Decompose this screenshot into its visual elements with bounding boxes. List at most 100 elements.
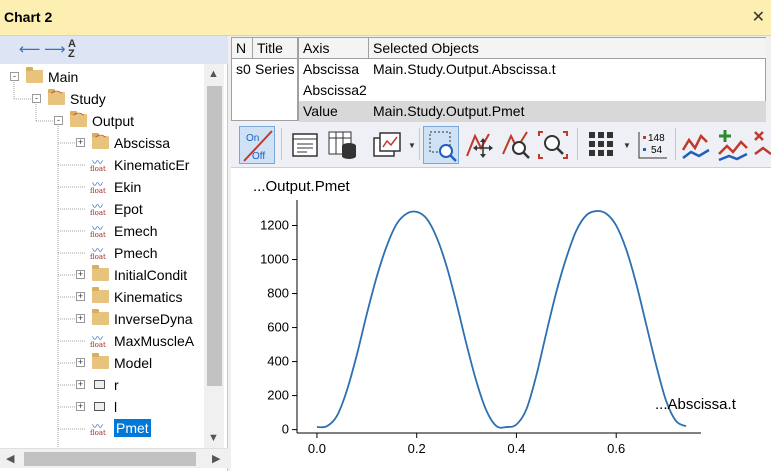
tree-node-study[interactable]: - Study <box>0 88 204 110</box>
scroll-down-icon[interactable]: ▼ <box>208 432 219 444</box>
x-tick-label: 0.2 <box>408 441 426 456</box>
scroll-left-icon[interactable]: ◀ <box>6 453 15 465</box>
scroll-up-icon[interactable]: ▲ <box>208 68 219 80</box>
close-icon[interactable]: ✕ <box>751 9 765 26</box>
remove-curve-icon[interactable] <box>751 126 771 164</box>
chevron-down-icon[interactable]: ▼ <box>408 141 416 150</box>
table-database-icon[interactable] <box>325 126 361 164</box>
expand-icon[interactable]: + <box>76 137 85 147</box>
series-cell-n[interactable]: s0 <box>236 61 251 77</box>
model-tree-pane: ⟵ ⟶ AZ -Main-Study-Output+Abscissa〰float… <box>0 36 228 471</box>
add-curve-icon[interactable] <box>715 126 751 164</box>
axis-cell-object[interactable] <box>369 80 766 101</box>
axis-cell-object[interactable]: Main.Study.Output.Pmet <box>369 101 766 122</box>
scroll-thumb[interactable] <box>207 86 222 386</box>
series-list[interactable]: N Title s0 Series <box>231 37 298 121</box>
tree-node-ekin[interactable]: 〰 float Ekin <box>0 176 204 198</box>
tree-node-label[interactable]: Ekin <box>114 179 142 195</box>
tree-node-label[interactable]: Pmech <box>114 245 158 261</box>
tree-node-r[interactable]: + r <box>0 374 204 396</box>
y-tick-label: 800 <box>267 286 289 301</box>
expand-icon[interactable]: + <box>76 379 85 389</box>
tree-node-pmech[interactable]: 〰 float Pmech <box>0 242 204 264</box>
collapse-icon[interactable]: - <box>54 116 63 125</box>
tree-node-label[interactable]: Pmet <box>114 419 151 437</box>
chart-toolbar: On Off ▼ ▼ 148 54 <box>231 122 771 168</box>
zoom-window-icon[interactable] <box>423 126 459 164</box>
model-tree[interactable]: -Main-Study-Output+Abscissa〰floatKinemat… <box>0 64 204 448</box>
axis-header-objects[interactable]: Selected Objects <box>369 38 766 59</box>
svg-text:On: On <box>246 133 259 144</box>
tree-node-inversedyna[interactable]: + InverseDyna <box>0 308 204 330</box>
on-off-toggle-icon[interactable]: On Off <box>239 126 275 164</box>
tree-node-label[interactable]: r <box>114 377 119 393</box>
tree-node-label[interactable]: Abscissa <box>114 135 171 151</box>
zoom-in-icon[interactable] <box>499 126 535 164</box>
value-labels-icon[interactable]: 148 54 <box>635 126 671 164</box>
axis-cell-name[interactable]: Abscissa2 <box>303 82 367 98</box>
collapse-icon[interactable]: - <box>10 72 19 81</box>
line-chart[interactable]: 0 200 400 600 800 1000 1200 0.0 0.2 0.4 0.6 <box>231 168 771 471</box>
zoom-fit-icon[interactable] <box>535 126 571 164</box>
scroll-thumb[interactable] <box>24 452 196 466</box>
axis-header-axis[interactable]: Axis <box>299 38 369 59</box>
curve-icon[interactable] <box>679 126 715 164</box>
tree-node-emech[interactable]: 〰 float Emech <box>0 220 204 242</box>
tree-horizontal-scrollbar[interactable]: ◀ ▶ <box>0 448 228 468</box>
y-tick-label: 1000 <box>260 252 289 267</box>
series-header-n[interactable]: N <box>232 38 253 59</box>
series-cell-title[interactable]: Series <box>255 61 295 77</box>
tree-node-model[interactable]: + Model <box>0 352 204 374</box>
scroll-right-icon[interactable]: ▶ <box>212 453 221 465</box>
tree-node-label[interactable]: Model <box>114 355 153 371</box>
expand-icon[interactable]: + <box>76 313 85 323</box>
x-tick-label: 0.4 <box>507 441 525 456</box>
tree-node-label[interactable]: l <box>114 399 118 415</box>
expand-icon[interactable]: + <box>76 357 85 367</box>
expand-icon[interactable]: + <box>76 291 85 301</box>
tree-node-l[interactable]: + l <box>0 396 204 418</box>
tree-node-label[interactable]: Output <box>92 113 135 129</box>
tree-vertical-scrollbar[interactable]: ▲ ▼ <box>204 64 224 448</box>
folder-icon <box>92 309 109 325</box>
tree-node-label[interactable]: Study <box>70 91 106 107</box>
chevron-down-icon[interactable]: ▼ <box>623 141 631 150</box>
tree-node-label[interactable]: Epot <box>114 201 143 217</box>
pan-icon[interactable] <box>463 126 499 164</box>
study-folder-icon <box>48 88 65 105</box>
tree-node-output[interactable]: - Output <box>0 110 204 132</box>
tree-node-initialcondit[interactable]: + InitialCondit <box>0 264 204 286</box>
svg-text:Off: Off <box>252 151 265 162</box>
axis-table[interactable]: Axis Selected Objects Abscissa Main.Stud… <box>298 37 766 122</box>
tree-node-label[interactable]: KinematicEr <box>114 157 190 173</box>
tree-node-kinematicer[interactable]: 〰 float KinematicEr <box>0 154 204 176</box>
tree-node-label[interactable]: Kinematics <box>114 289 183 305</box>
axis-cell-name[interactable]: Value <box>299 101 369 122</box>
collapse-icon[interactable]: - <box>32 94 41 103</box>
tree-node-label[interactable]: Main <box>48 69 79 85</box>
axis-cell-object[interactable]: Main.Study.Output.Abscissa.t <box>373 61 556 77</box>
expand-icon[interactable]: + <box>76 401 85 411</box>
export-chart-icon[interactable] <box>369 126 405 164</box>
arrow-right-icon[interactable]: ⟶ <box>44 41 66 58</box>
grid-icon[interactable] <box>583 126 619 164</box>
axis-cell-name[interactable]: Abscissa <box>303 61 360 77</box>
expand-icon[interactable]: + <box>76 269 85 279</box>
properties-icon[interactable] <box>287 126 323 164</box>
arrow-left-icon[interactable]: ⟵ <box>19 41 41 58</box>
tree-node-main[interactable]: - Main <box>0 66 204 88</box>
tree-node-maxmusclea[interactable]: 〰 float MaxMuscleA <box>0 330 204 352</box>
tree-node-label[interactable]: InverseDyna <box>114 311 193 327</box>
chart-area[interactable]: ...Output.Pmet 0 200 400 600 800 1000 1200 0.0 0… <box>231 168 771 471</box>
series-header-title[interactable]: Title <box>253 38 298 59</box>
tree-node-label[interactable]: Emech <box>114 223 158 239</box>
tree-node-kinematics[interactable]: + Kinematics <box>0 286 204 308</box>
window-titlebar: Chart 2 ✕ <box>0 0 771 36</box>
svg-text:54: 54 <box>651 145 663 156</box>
tree-node-label[interactable]: MaxMuscleA <box>114 333 195 349</box>
tree-node-abscissa[interactable]: + Abscissa <box>0 132 204 154</box>
tree-node-pmet[interactable]: 〰 float Pmet <box>0 418 204 440</box>
tree-node-label[interactable]: InitialCondit <box>114 267 188 283</box>
tree-node-epot[interactable]: 〰 float Epot <box>0 198 204 220</box>
